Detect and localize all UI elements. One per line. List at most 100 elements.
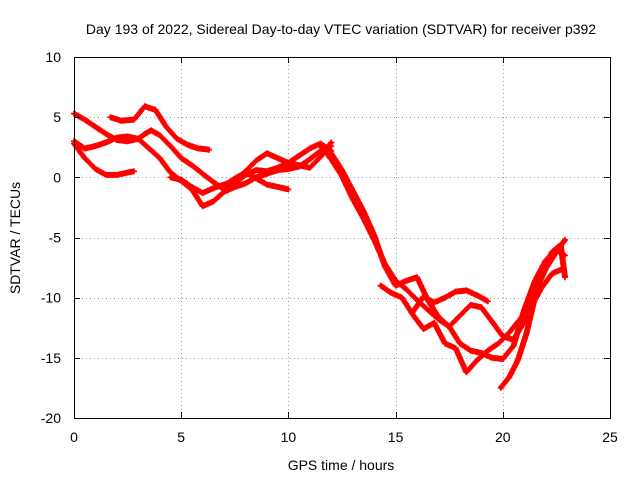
data-point bbox=[404, 279, 408, 283]
data-point bbox=[201, 191, 205, 195]
data-point bbox=[93, 167, 97, 171]
x-tick-label: 10 bbox=[281, 429, 297, 445]
data-point bbox=[143, 132, 147, 136]
data-point bbox=[383, 264, 387, 268]
data-point bbox=[533, 296, 537, 300]
data-point bbox=[507, 331, 511, 335]
data-point bbox=[244, 171, 247, 174]
data-point bbox=[319, 155, 323, 159]
data-point bbox=[254, 159, 258, 162]
data-point bbox=[501, 357, 505, 361]
data-point bbox=[475, 293, 479, 297]
data-point bbox=[211, 180, 215, 184]
series-track-4 bbox=[107, 103, 213, 153]
x-axis-label: GPS time / hours bbox=[288, 457, 395, 473]
data-point bbox=[222, 190, 226, 194]
data-point bbox=[126, 139, 130, 143]
data-point bbox=[233, 185, 237, 189]
series-markers bbox=[107, 103, 213, 153]
data-point bbox=[516, 358, 520, 362]
data-point bbox=[233, 177, 237, 180]
data-point bbox=[559, 243, 563, 247]
data-point bbox=[432, 321, 436, 325]
data-point bbox=[486, 299, 490, 303]
y-tick-label: -10 bbox=[41, 290, 61, 306]
data-point bbox=[286, 167, 290, 171]
series-markers bbox=[328, 150, 568, 362]
data-point bbox=[458, 341, 462, 345]
data-point bbox=[329, 151, 333, 155]
data-point bbox=[104, 173, 108, 177]
data-point bbox=[115, 136, 119, 140]
data-point bbox=[143, 104, 147, 108]
data-point bbox=[201, 172, 205, 176]
data-point bbox=[104, 132, 108, 136]
data-point bbox=[486, 349, 490, 353]
x-tick-label: 20 bbox=[495, 429, 511, 445]
data-point bbox=[542, 267, 545, 271]
data-point bbox=[351, 197, 355, 201]
data-point bbox=[512, 344, 515, 348]
series-markers bbox=[497, 241, 568, 391]
y-tick-label: -20 bbox=[41, 410, 61, 426]
data-point bbox=[244, 181, 247, 185]
data-point bbox=[136, 137, 140, 141]
series-track-8 bbox=[328, 150, 568, 362]
data-point bbox=[464, 370, 468, 374]
data-point bbox=[447, 325, 451, 328]
data-point bbox=[211, 186, 215, 190]
data-point bbox=[379, 284, 383, 288]
data-point bbox=[432, 301, 436, 304]
data-point bbox=[104, 140, 108, 144]
data-point bbox=[469, 303, 473, 307]
x-tick-label: 5 bbox=[177, 429, 185, 445]
data-point bbox=[169, 171, 172, 174]
data-point bbox=[169, 175, 172, 179]
series-track-9 bbox=[377, 265, 566, 376]
data-point bbox=[158, 156, 162, 160]
data-point bbox=[196, 147, 200, 150]
data-point bbox=[169, 144, 172, 148]
series-track-11 bbox=[409, 287, 491, 316]
y-tick-label: 5 bbox=[53, 109, 61, 125]
y-tick-label: -5 bbox=[49, 230, 62, 246]
data-point bbox=[175, 137, 179, 141]
data-point bbox=[499, 386, 503, 390]
data-point bbox=[93, 125, 97, 129]
data-point bbox=[443, 341, 447, 345]
y-tick-label: 0 bbox=[53, 169, 61, 185]
data-point bbox=[179, 156, 183, 160]
data-point bbox=[415, 275, 419, 279]
data-point bbox=[126, 134, 130, 138]
data-point bbox=[507, 375, 511, 379]
data-point bbox=[108, 115, 112, 119]
data-point bbox=[454, 290, 458, 294]
data-point bbox=[394, 284, 398, 288]
data-point bbox=[119, 119, 123, 123]
data-point bbox=[83, 147, 87, 150]
data-point bbox=[93, 144, 97, 148]
data-point bbox=[550, 250, 554, 254]
data-point bbox=[411, 310, 415, 314]
data-point bbox=[361, 209, 365, 213]
data-point bbox=[329, 140, 333, 144]
data-point bbox=[83, 156, 87, 160]
y-axis-label: SDTVAR / TECUs bbox=[7, 182, 23, 294]
data-point bbox=[265, 183, 269, 187]
y-tick-label: -15 bbox=[41, 350, 61, 366]
data-point bbox=[186, 143, 190, 147]
data-point bbox=[286, 161, 290, 165]
data-point bbox=[265, 151, 269, 155]
data-point bbox=[308, 166, 312, 170]
data-point bbox=[132, 169, 136, 173]
data-point bbox=[147, 147, 151, 150]
data-point bbox=[400, 296, 404, 300]
series-track-6 bbox=[221, 169, 292, 193]
data-point bbox=[422, 327, 425, 331]
chart-title: Day 193 of 2022, Sidereal Day-to-day VTE… bbox=[86, 21, 596, 37]
data-point bbox=[164, 125, 168, 129]
data-point bbox=[154, 108, 157, 112]
data-point bbox=[222, 184, 226, 188]
data-point bbox=[490, 320, 494, 324]
